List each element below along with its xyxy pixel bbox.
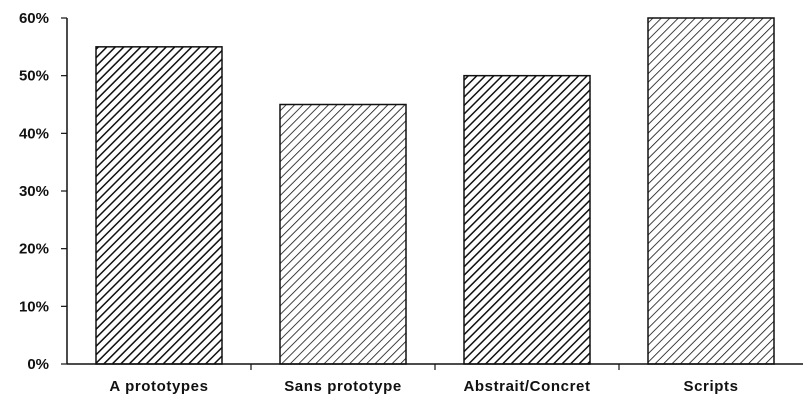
bar-abstrait-concret: [463, 74, 591, 365]
y-tick-label: 0%: [27, 356, 49, 373]
x-tick-label: A prototypes: [109, 378, 208, 395]
bar-sans-prototype: [279, 103, 407, 365]
y-axis-ticks: 0% 10% 20% 30% 40% 50% 60%: [19, 10, 67, 373]
x-tick-label: Abstrait/Concret: [463, 378, 590, 395]
x-tick-label: Scripts: [683, 378, 738, 395]
bar-scripts: [647, 17, 775, 365]
y-tick-label: 60%: [19, 10, 49, 27]
x-axis-labels: A prototypes Sans prototype Abstrait/Concr…: [109, 364, 738, 395]
bar-a-prototypes: [95, 46, 223, 365]
y-tick-label: 10%: [19, 298, 49, 315]
bars: [95, 17, 775, 365]
y-tick-label: 50%: [19, 68, 49, 85]
y-tick-label: 20%: [19, 241, 49, 258]
y-tick-label: 40%: [19, 125, 49, 142]
x-tick-label: Sans prototype: [284, 378, 402, 395]
y-tick-label: 30%: [19, 183, 49, 200]
